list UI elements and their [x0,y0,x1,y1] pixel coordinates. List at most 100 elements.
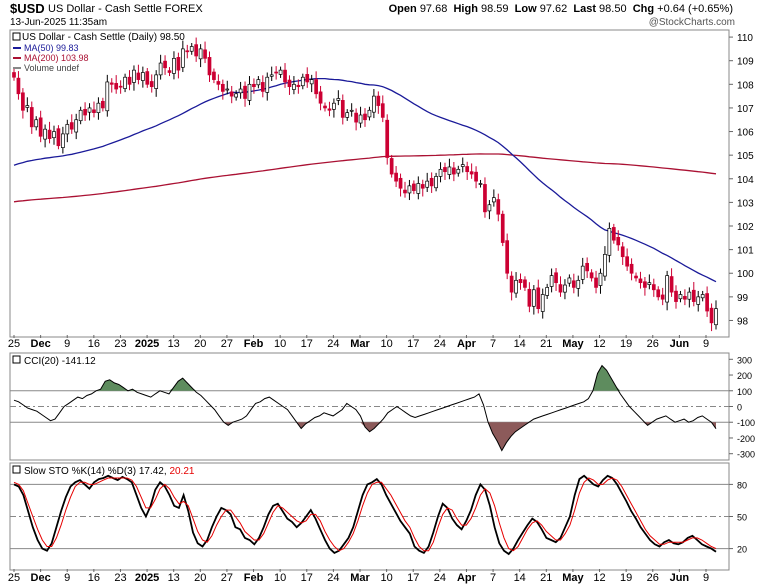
candle-body [714,308,718,326]
candle-body [287,79,292,88]
price-xtick-label: 2025 [135,338,159,350]
candle-body [647,282,652,285]
candle-body [380,103,385,118]
candle-body [225,88,230,91]
candle-body [447,166,452,175]
candle-body [643,281,647,288]
candle-body [483,184,487,213]
stoch-xtick-label: 14 [514,572,526,584]
candle-body [247,83,252,101]
candle-body [478,183,483,185]
price-xtick-label: 13 [168,338,180,350]
candle-body [580,265,585,280]
last-value: 98.50 [599,3,627,15]
candle-body [491,197,496,203]
candle-body [212,71,216,80]
candle-body [167,70,172,73]
candle-body [52,131,56,139]
candle-body [127,76,132,85]
stoch-xtick-label: Jun [670,572,690,584]
price-xtick-label: Dec [31,338,51,350]
candle-body [465,166,470,173]
candle-body [620,246,625,258]
cci-ytick-label: 0 [737,403,742,413]
price-xtick-label: 9 [64,338,70,350]
stoch-xtick-label: 19 [620,572,632,584]
candle-body [416,183,421,194]
stoch-xtick-label: 21 [540,572,552,584]
last-label: Last [573,3,596,15]
price-xtick-label: 17 [407,338,419,350]
candle-body [474,171,478,182]
cci-legend-swatch [12,355,21,364]
candle-body [438,168,443,177]
candle-body [252,83,256,88]
candle-body [140,72,145,81]
price-xtick-label: Feb [244,338,264,350]
cci-ytick-label: 200 [737,371,752,381]
candle-body [327,108,332,111]
stoch-xtick-label: May [562,572,584,584]
stoch-xtick-label: 17 [407,572,419,584]
candle-body [420,184,425,189]
candle-body [34,119,39,128]
candle-body [194,44,199,57]
candle-body [598,272,603,286]
candle-body [625,256,629,267]
candle-body [545,287,550,296]
high-label: High [453,3,478,15]
candle-body [105,81,110,112]
price-ytick-label: 110 [737,33,753,44]
price-xtick-label: 24 [434,338,446,350]
stoch-xtick-label: 10 [380,572,392,584]
candle-body [674,290,678,302]
candle-body [487,204,492,212]
candle-body [69,122,74,130]
price-ytick-label: 98 [737,316,749,327]
candle-body [669,276,674,293]
price-xtick-label: 10 [380,338,392,350]
candle-body [12,72,16,78]
price-ytick-label: 106 [737,128,754,139]
candle-body [656,289,661,298]
stoch-legend-swatch [12,465,21,474]
stoch-k-line [13,474,717,556]
candle-body [189,46,194,52]
price-ytick-label: 108 [737,80,754,91]
legend-label: MA(200) 103.98 [24,53,89,63]
price-xtick-label: 14 [514,338,526,350]
candle-body [29,107,34,128]
candle-body [234,93,239,98]
open-value: 97.68 [419,3,448,15]
chg-label: Chg [632,3,655,15]
legend-label: MA(50) 99.83 [24,43,79,53]
candle-body [412,183,416,191]
candle-body [527,288,532,307]
candle-body [180,48,185,68]
candle-body [332,102,336,110]
candle-body [256,79,261,86]
candle-body [496,199,501,215]
candle-body [540,294,545,312]
candle-body [434,176,438,189]
chart-datetime: 13-Jun-2025 11:35am [10,17,108,28]
candle-body [678,294,683,300]
candle-body [443,167,447,173]
candle-body [172,57,176,74]
candle-body [132,69,136,83]
candle-body [300,76,305,87]
candle-body [394,172,398,182]
stoch-xtick-label: 7 [490,572,496,584]
candle-body [385,119,390,158]
candle-body [700,294,705,299]
candle-body [65,124,70,135]
price-xtick-label: 27 [221,338,233,350]
stoch-panel-title: Slow STO %K(14) %D(3) 17.42, 20.21 [24,466,195,477]
candle-body [96,102,101,114]
stoch-xtick-label: 16 [88,572,100,584]
candle-body [83,108,87,116]
price-xtick-label: May [562,338,584,350]
stoch-xtick-label: 25 [8,572,20,584]
stoch-xtick-label: 23 [114,572,126,584]
